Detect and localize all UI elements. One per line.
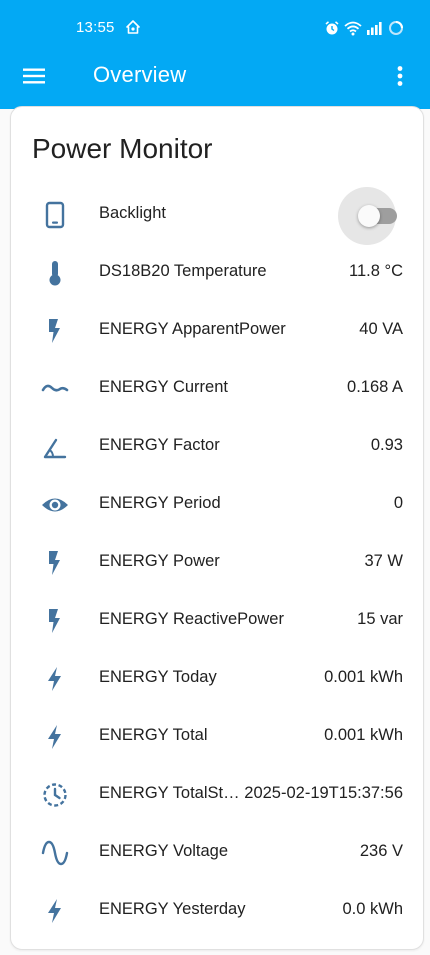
thermometer-icon (41, 259, 69, 287)
entity-row-backlight[interactable]: Backlight (11, 187, 423, 245)
entity-row-power[interactable]: ENERGY Power 37 W (11, 537, 423, 587)
entity-value: 0.93 (370, 436, 403, 454)
entity-row-factor[interactable]: ENERGY Factor 0.93 (11, 421, 423, 471)
entity-row-period[interactable]: ENERGY Period 0 (11, 479, 423, 529)
angle-acute-icon (41, 433, 69, 461)
current-ac-icon (41, 375, 69, 403)
battery-loading-icon (389, 21, 403, 35)
entity-value: 11.8 °C (349, 262, 403, 280)
entity-value: 0.001 kWh (324, 726, 403, 744)
alarm-icon (325, 21, 339, 35)
home-assistant-icon (126, 20, 140, 34)
entity-label: ENERGY ApparentPower (99, 320, 286, 338)
tablet-icon (41, 201, 69, 229)
page-title: Overview (93, 62, 187, 87)
lightning-bolt-icon (41, 897, 69, 925)
entity-row-voltage[interactable]: ENERGY Voltage 236 V (11, 827, 423, 877)
menu-button[interactable] (12, 54, 56, 98)
entity-value: 236 V (359, 842, 403, 860)
status-time: 13:55 (76, 19, 115, 36)
entity-value: 2025-02-19T15:37:56 (244, 784, 403, 802)
overflow-menu-button[interactable] (378, 54, 422, 98)
entity-label: ENERGY Factor (99, 436, 220, 454)
status-icons (324, 19, 404, 37)
flash-icon (41, 549, 69, 577)
entity-row-total[interactable]: ENERGY Total 0.001 kWh (11, 711, 423, 761)
entity-value: 0.0 kWh (342, 900, 403, 918)
eye-icon (41, 491, 69, 519)
entity-row-today[interactable]: ENERGY Today 0.001 kWh (11, 653, 423, 703)
status-bar: 13:55 (0, 0, 430, 56)
entity-value: 40 VA (359, 320, 403, 338)
entity-label: ENERGY Voltage (99, 842, 229, 860)
entity-row-temperature[interactable]: DS18B20 Temperature 11.8 °C (11, 247, 423, 297)
more-vert-icon (397, 66, 403, 86)
backlight-toggle[interactable] (358, 205, 397, 227)
entity-value: 0.001 kWh (324, 668, 403, 686)
entity-row-reactive-power[interactable]: ENERGY ReactivePower 15 var (11, 595, 423, 645)
entity-label: ENERGY Today (99, 668, 217, 686)
entity-value: 37 W (364, 552, 403, 570)
entity-label: Backlight (99, 204, 166, 222)
wifi-icon (344, 21, 362, 36)
entity-row-current[interactable]: ENERGY Current 0.168 A (11, 363, 423, 413)
entity-row-total-start-time[interactable]: ENERGY TotalSt… 2025-02-19T15:37:56 (11, 769, 423, 819)
entity-value: 0.168 A (347, 378, 403, 396)
entity-row-apparent-power[interactable]: ENERGY ApparentPower 40 VA (11, 305, 423, 355)
entity-label: ENERGY Power (99, 552, 220, 570)
entity-label: DS18B20 Temperature (99, 262, 267, 280)
entity-label: ENERGY Period (99, 494, 221, 512)
entity-label: ENERGY ReactivePower (99, 610, 284, 628)
card-title: Power Monitor (32, 133, 213, 164)
entity-label: ENERGY Current (99, 378, 228, 396)
toggle-knob (358, 205, 380, 227)
lightning-bolt-icon (41, 723, 69, 751)
menu-icon (23, 68, 45, 84)
entity-label: ENERGY Total (99, 726, 208, 744)
flash-icon (41, 317, 69, 345)
entity-row-yesterday[interactable]: ENERGY Yesterday 0.0 kWh (11, 885, 423, 935)
lightning-bolt-icon (41, 665, 69, 693)
entities-card: Power Monitor Backlight DS18B20 Temperat… (10, 106, 424, 950)
entity-label: ENERGY Yesterday (99, 900, 246, 918)
entity-value: 0 (393, 494, 403, 512)
clock-outline-icon (41, 781, 69, 809)
signal-icon (367, 22, 382, 35)
sine-wave-icon (41, 839, 69, 867)
app-header: Overview (0, 46, 430, 106)
entity-value: 15 var (357, 610, 403, 628)
app-top-bar: 13:55 (0, 0, 430, 109)
flash-icon (41, 607, 69, 635)
entity-label: ENERGY TotalSt… (99, 784, 240, 802)
